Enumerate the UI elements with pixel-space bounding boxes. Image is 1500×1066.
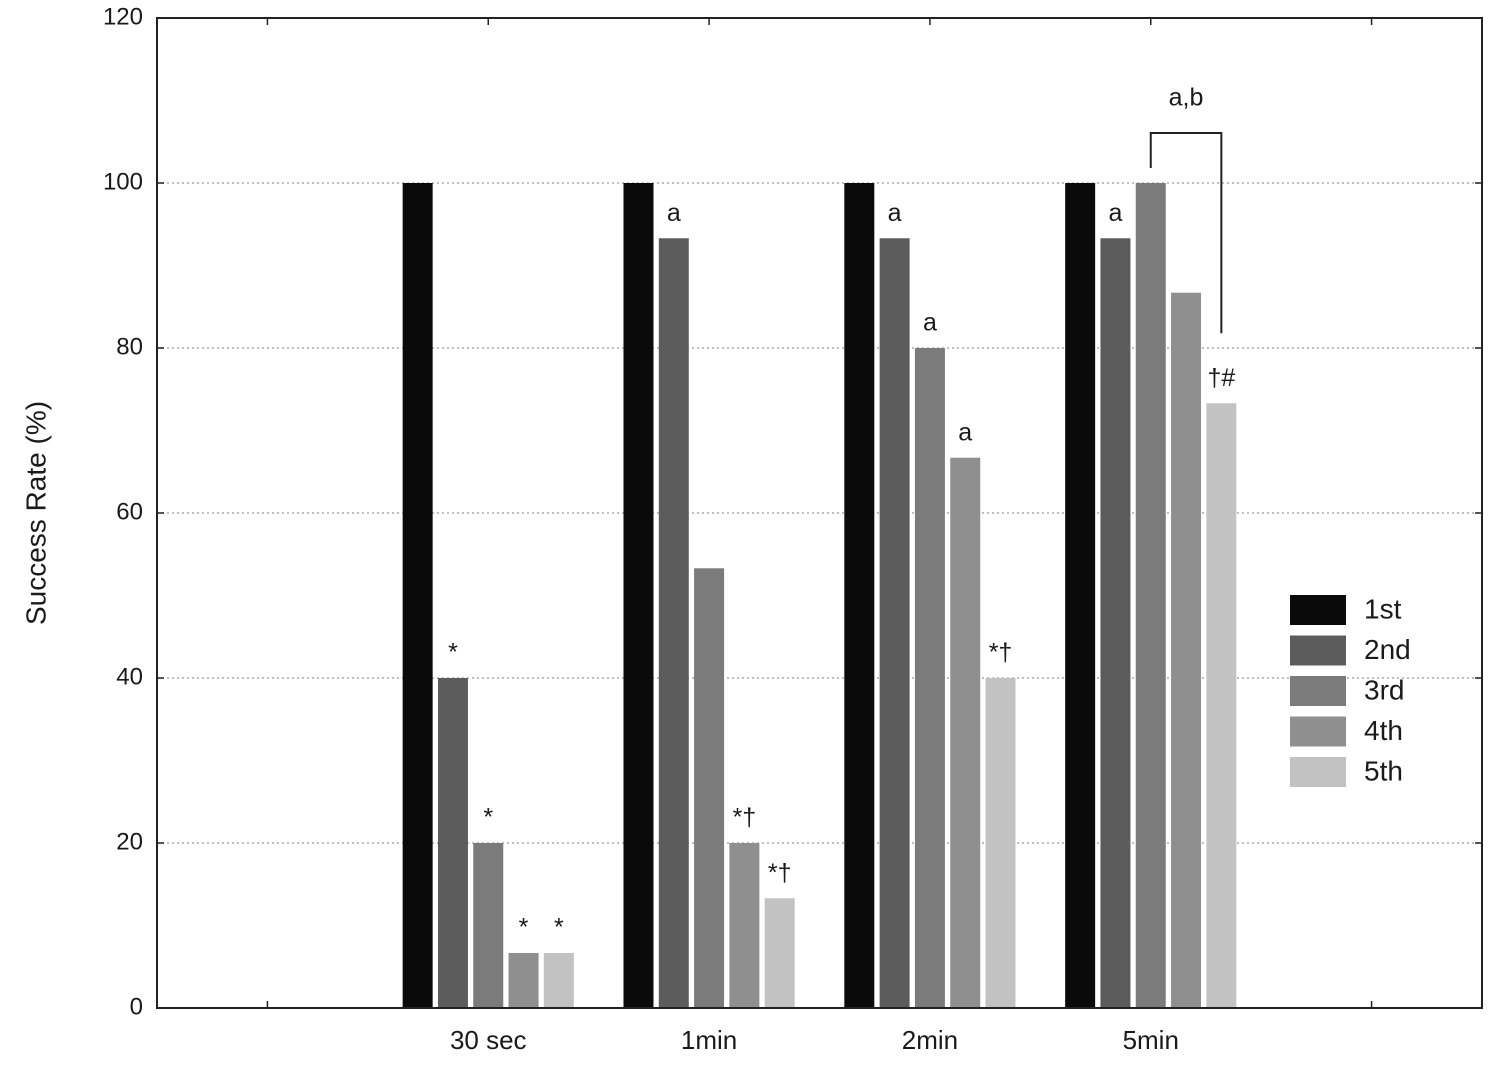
legend-label: 5th	[1364, 755, 1403, 786]
bar-annotation: †#	[1207, 364, 1235, 392]
bar-annotation: *	[448, 639, 458, 667]
bar	[1135, 183, 1166, 1008]
bar-annotation: *†	[989, 639, 1013, 667]
bar	[1206, 403, 1237, 1008]
legend-swatch	[1290, 757, 1346, 787]
y-axis-label: Success Rate (%)	[20, 401, 51, 625]
x-tick-label: 1min	[681, 1025, 737, 1055]
legend-label: 2nd	[1364, 634, 1411, 665]
y-tick-label: 0	[130, 993, 143, 1020]
bar	[729, 843, 760, 1008]
bar	[985, 678, 1016, 1008]
plot-frame	[156, 17, 1483, 1009]
bar	[437, 678, 468, 1008]
y-tick-label: 120	[103, 3, 143, 30]
bar-annotation: a	[888, 199, 902, 227]
bar	[543, 952, 574, 1008]
bar-annotation: *	[554, 914, 564, 942]
bar-annotation: *†	[733, 804, 757, 832]
x-tick-label: 2min	[902, 1025, 958, 1055]
bar-annotation: a	[923, 309, 937, 337]
bar	[914, 348, 945, 1008]
bar	[844, 183, 875, 1008]
bracket-label: a,b	[1169, 84, 1204, 112]
bar-annotation: a	[958, 418, 972, 446]
bar	[658, 238, 689, 1008]
legend-swatch	[1290, 635, 1346, 666]
bar	[950, 457, 981, 1009]
legend-label: 3rd	[1364, 674, 1404, 705]
bar	[1171, 292, 1202, 1009]
x-tick-label: 30 sec	[450, 1025, 527, 1055]
bar-annotation: *	[483, 804, 493, 832]
bar	[508, 952, 539, 1008]
bar	[473, 843, 504, 1008]
legend-swatch	[1290, 595, 1346, 625]
y-tick-label: 20	[116, 828, 143, 855]
bar-annotation: *†	[768, 859, 792, 887]
bar-annotation: a	[667, 199, 681, 227]
y-tick-label: 40	[116, 663, 143, 690]
bar	[694, 568, 725, 1008]
legend-label: 4th	[1364, 715, 1403, 746]
bar	[879, 238, 910, 1008]
legend-swatch	[1290, 676, 1346, 706]
y-tick-label: 60	[116, 498, 143, 525]
bar	[623, 183, 654, 1008]
bar	[1100, 238, 1131, 1008]
y-tick-label: 100	[103, 168, 143, 195]
y-tick-label: 80	[116, 333, 143, 360]
bar	[764, 898, 795, 1008]
legend-label: 1st	[1364, 593, 1402, 624]
bar-annotation: a	[1108, 199, 1122, 227]
bracket	[1149, 132, 1223, 334]
x-tick-label: 5min	[1123, 1025, 1179, 1055]
bar	[1065, 183, 1096, 1008]
legend-swatch	[1290, 716, 1346, 747]
bar-annotation: *	[519, 914, 529, 942]
bar	[402, 183, 433, 1008]
